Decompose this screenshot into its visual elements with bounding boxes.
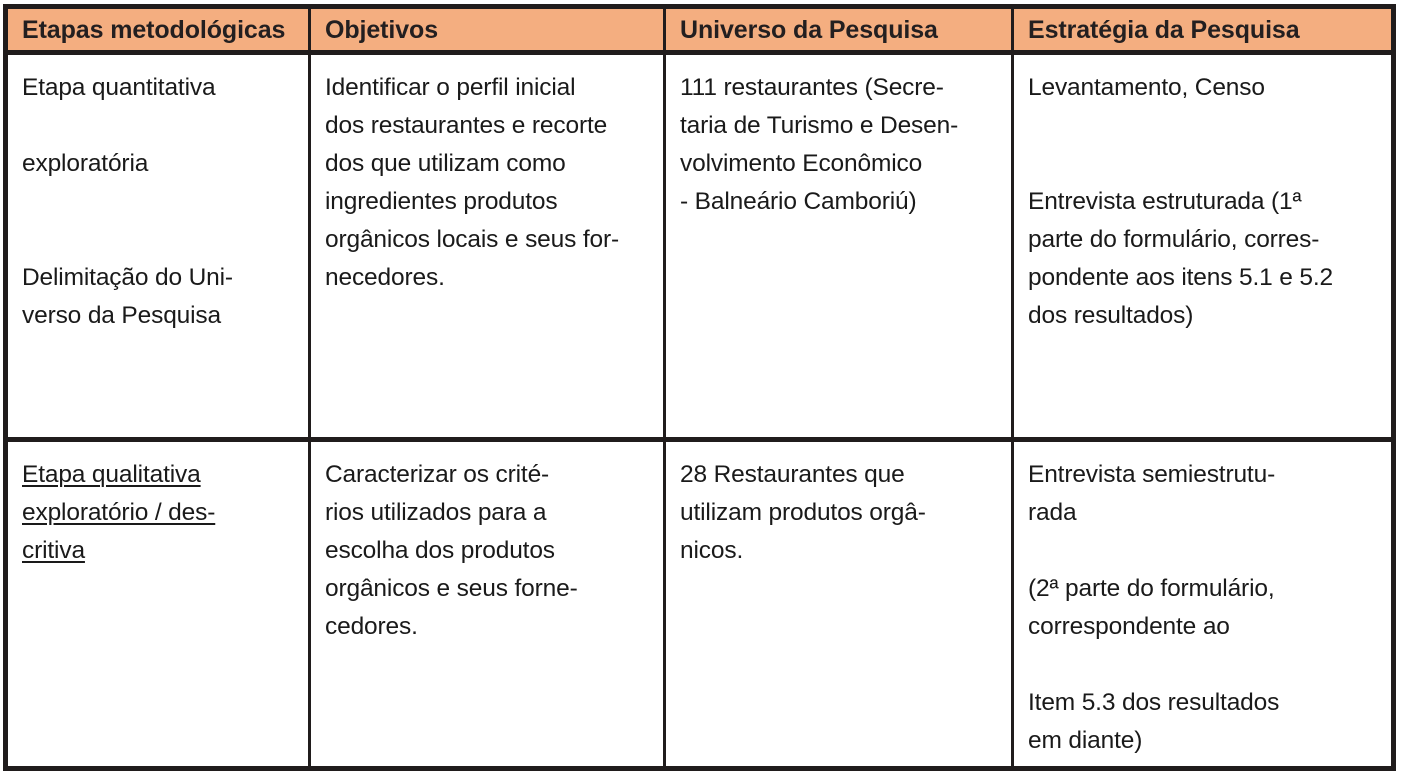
cell-estrategia-qualitativa: Entrevista semiestrutu- rada (2ª parte do…: [1012, 437, 1394, 769]
cell-universo-quantitativa: 111 restaurantes (Secre- taria de Turism…: [664, 52, 1014, 440]
estrategia-quantitativa-text: Levantamento, Censo Entrevista estruturad…: [1014, 55, 1391, 341]
estrategia-part-2: Entrevista estruturada (1ª parte do form…: [1028, 188, 1334, 329]
cell-etapa-qualitativa: Etapa qualitativa exploratório / des- cr…: [5, 437, 311, 769]
table-body: Etapa quantitativa exploratória Delimitaçã…: [5, 52, 1394, 769]
cell-universo-qualitativa: 28 Restaurantes que utilizam produtos or…: [664, 437, 1014, 769]
cell-estrategia-quantitativa: Levantamento, Censo Entrevista estruturad…: [1013, 53, 1394, 440]
cell-objetivos-quantitativa: Identificar o perfil inicial dos restaur…: [309, 52, 666, 440]
universo-quantitativa-text: 111 restaurantes (Secre- taria de Turism…: [680, 74, 959, 215]
table-row: Etapa quantitativa exploratória Delimitaçã…: [5, 52, 1394, 440]
cell-etapa-quantitativa: Etapa quantitativa exploratória Delimitaçã…: [5, 52, 311, 440]
etapa-line-3: Delimitação do Uni- verso da Pesquisa: [22, 264, 233, 329]
etapa-line-2: exploratório / des- critiva: [22, 499, 216, 564]
objetivos-qualitativa-text: Caracterizar os crité- rios utilizados p…: [325, 461, 578, 640]
estrategia-part-2: (2ª parte do formulário, correspondente …: [1028, 575, 1275, 640]
estrategia-part-1: Levantamento, Censo: [1028, 74, 1265, 101]
column-header-estrategia-label: Estratégia da Pesquisa: [1028, 15, 1300, 44]
universo-qualitativa-text: 28 Restaurantes que utilizam produtos or…: [680, 461, 926, 564]
etapa-line-1: Etapa quantitativa: [22, 74, 216, 101]
column-header-estrategia: Estratégia da Pesquisa: [1012, 6, 1394, 55]
table-row: Etapa qualitativa exploratório / des- cr…: [5, 437, 1394, 769]
column-header-objetivos: Objetivos: [309, 6, 666, 55]
column-header-etapas: Etapas metodológicas: [5, 6, 311, 55]
objetivos-quantitativa-text: Identificar o perfil inicial dos restaur…: [325, 74, 620, 291]
spacer: [22, 107, 298, 145]
spacer: [1028, 107, 1381, 145]
spacer: [1028, 646, 1381, 684]
estrategia-part-1: Entrevista semiestrutu- rada: [1028, 461, 1276, 526]
methodology-table-wrapper: Etapas metodológicas Objetivos Universo …: [3, 4, 1396, 771]
etapa-qualitativa-text: Etapa qualitativa exploratório / des- cr…: [8, 442, 308, 576]
column-header-universo-label: Universo da Pesquisa: [680, 15, 938, 44]
column-header-objetivos-label: Objetivos: [325, 15, 439, 44]
spacer: [22, 221, 298, 259]
cell-objetivos-qualitativa: Caracterizar os crité- rios utilizados p…: [309, 437, 666, 769]
column-header-etapas-label: Etapas metodológicas: [22, 15, 286, 44]
spacer: [22, 183, 298, 221]
etapa-quantitativa-text: Etapa quantitativa exploratória Delimitaçã…: [8, 55, 308, 341]
header-row: Etapas metodológicas Objetivos Universo …: [5, 6, 1394, 55]
table-header: Etapas metodológicas Objetivos Universo …: [5, 6, 1394, 55]
etapa-line-2: exploratória: [22, 150, 149, 177]
etapa-line-1: Etapa qualitativa: [22, 461, 201, 488]
column-header-universo: Universo da Pesquisa: [664, 6, 1014, 55]
spacer: [1028, 145, 1381, 183]
estrategia-part-3: Item 5.3 dos resultados em diante): [1028, 689, 1280, 754]
spacer: [1028, 532, 1381, 570]
estrategia-qualitativa-text: Entrevista semiestrutu- rada (2ª parte do…: [1014, 442, 1391, 766]
methodology-table: Etapas metodológicas Objetivos Universo …: [3, 4, 1396, 771]
